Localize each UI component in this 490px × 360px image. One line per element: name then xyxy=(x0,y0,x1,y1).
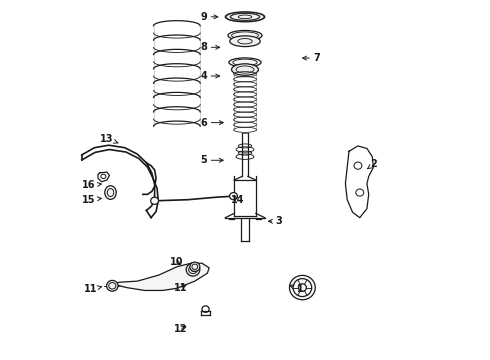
Ellipse shape xyxy=(232,64,258,75)
Ellipse shape xyxy=(290,275,315,300)
Text: 3: 3 xyxy=(269,216,282,226)
Ellipse shape xyxy=(186,263,200,276)
Polygon shape xyxy=(112,263,209,291)
Ellipse shape xyxy=(225,12,265,22)
Ellipse shape xyxy=(105,186,116,199)
Text: 10: 10 xyxy=(170,257,184,267)
Text: 12: 12 xyxy=(173,324,187,334)
Text: 15: 15 xyxy=(82,195,101,205)
Text: 14: 14 xyxy=(231,195,245,205)
Text: 11: 11 xyxy=(173,283,187,293)
Text: 5: 5 xyxy=(200,155,223,165)
Text: 2: 2 xyxy=(368,159,377,169)
Text: 1: 1 xyxy=(290,284,304,294)
Ellipse shape xyxy=(230,36,260,46)
Ellipse shape xyxy=(190,262,200,271)
Text: 4: 4 xyxy=(200,71,220,81)
Text: 7: 7 xyxy=(303,53,320,63)
Ellipse shape xyxy=(191,268,195,271)
Ellipse shape xyxy=(107,280,118,291)
Text: 6: 6 xyxy=(200,118,223,128)
Text: 11: 11 xyxy=(84,284,102,294)
Ellipse shape xyxy=(151,197,159,204)
Text: 16: 16 xyxy=(82,180,101,190)
Text: 8: 8 xyxy=(200,42,220,52)
Ellipse shape xyxy=(229,58,261,67)
Text: 9: 9 xyxy=(200,12,218,22)
Ellipse shape xyxy=(228,31,262,41)
Ellipse shape xyxy=(230,193,238,200)
Text: 13: 13 xyxy=(100,134,118,144)
